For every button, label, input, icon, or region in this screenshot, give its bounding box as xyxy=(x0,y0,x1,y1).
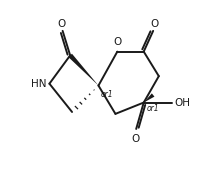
Text: O: O xyxy=(57,19,66,29)
Text: OH: OH xyxy=(174,97,190,108)
Text: or1: or1 xyxy=(146,105,159,113)
Polygon shape xyxy=(144,93,155,103)
Polygon shape xyxy=(68,54,98,86)
Text: O: O xyxy=(150,19,158,29)
Text: HN: HN xyxy=(31,79,47,89)
Text: O: O xyxy=(113,37,121,47)
Text: O: O xyxy=(131,134,139,144)
Text: or1: or1 xyxy=(101,90,113,99)
